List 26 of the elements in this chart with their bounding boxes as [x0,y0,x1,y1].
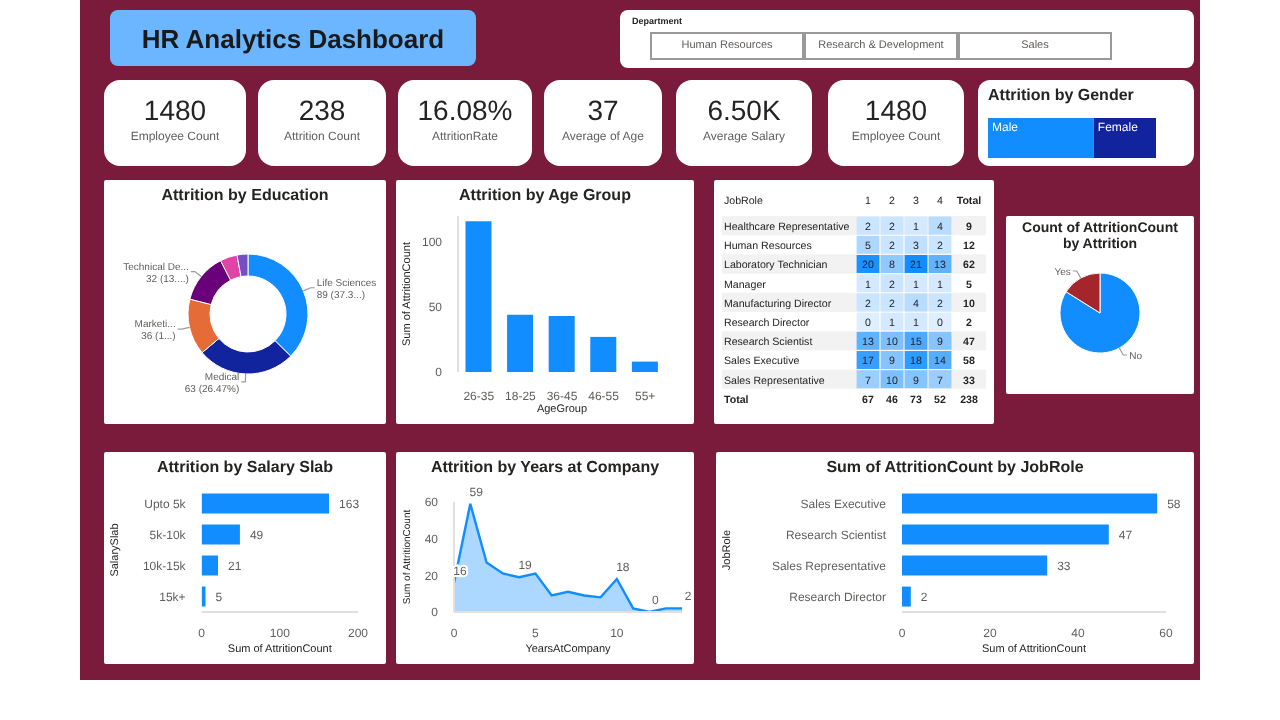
bar [902,555,1048,576]
text: 1480 [862,92,930,128]
bar [902,586,911,607]
bar [590,336,617,372]
chart-title: Sum of AttritionCount by JobRole [824,456,1086,480]
bar [548,316,575,372]
text: 16.08% [415,92,515,128]
bar [631,361,658,372]
text: 6.50K [705,92,783,128]
bar [902,524,1109,545]
bar [201,524,240,545]
bar [201,555,219,576]
text: HR Analytics Dashboard [110,10,476,66]
bar [201,493,330,514]
chart-title: Attrition by Age Group [457,184,633,208]
chart-title: Attrition by Salary Slab [154,456,336,480]
bar [465,221,492,372]
text: 238 [296,92,348,128]
chart-title: Attrition by Gender [986,84,1136,108]
text: 37 [585,92,621,128]
bar [507,314,534,372]
text: 1480 [141,92,209,128]
bar [902,493,1158,514]
pie-slice [1059,272,1141,354]
chart-title: Attrition by Years at Company [428,456,662,480]
chart-title: Attrition by Education [159,184,331,208]
